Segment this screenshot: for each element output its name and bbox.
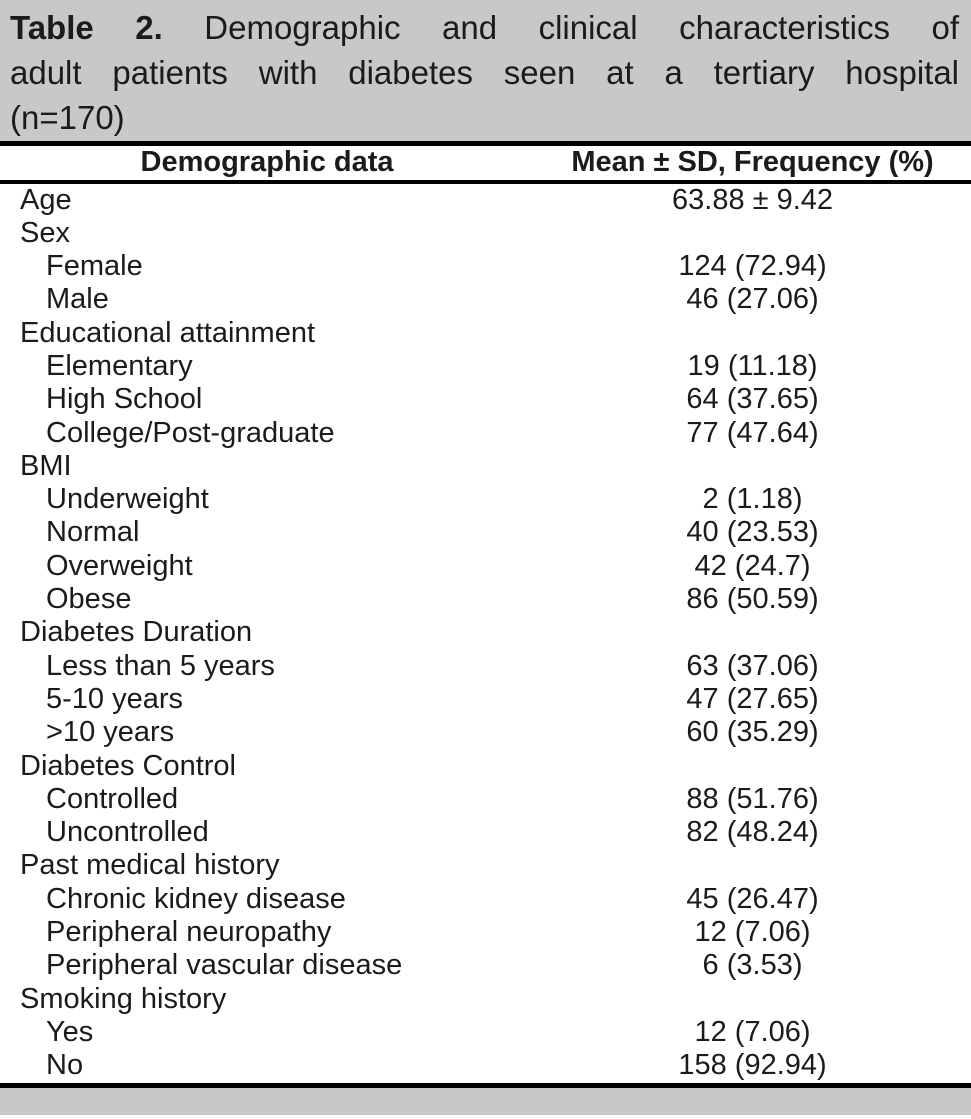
row-label-sub: High School: [46, 383, 203, 416]
caption-table-number: Table 2.: [10, 9, 163, 46]
row-label-category: Age: [20, 183, 72, 216]
row-label-sub: No: [46, 1049, 84, 1082]
table-row: Age 63.88 ± 9.42: [0, 182, 971, 217]
row-label-sub: Normal: [46, 516, 140, 549]
row-label-sub: Obese: [46, 583, 132, 616]
row-value: 2 (1.18): [702, 483, 803, 516]
bottom-gray-band: [0, 1087, 971, 1115]
table-row: College/Post-graduate 77 (47.64): [0, 417, 971, 450]
row-value: 63.88 ± 9.42: [672, 183, 834, 216]
row-label-sub: Controlled: [46, 782, 179, 815]
row-label-sub: Peripheral neuropathy: [46, 916, 332, 949]
row-label-sub: Male: [46, 283, 109, 316]
table-caption: Table 2. Demographic and clinical charac…: [0, 0, 971, 141]
table-row: 5-10 years 47 (27.65): [0, 683, 971, 716]
row-label-sub: Female: [46, 250, 143, 283]
row-value: 158 (92.94): [678, 1049, 827, 1082]
caption-line-2: adult patients with diabetes seen at a t…: [10, 54, 959, 91]
row-value: 63 (37.06): [686, 649, 819, 682]
table-row: Elementary 19 (11.18): [0, 350, 971, 383]
row-value: 88 (51.76): [686, 782, 819, 815]
row-value: 64 (37.65): [686, 383, 819, 416]
table-row: Uncontrolled 82 (48.24): [0, 816, 971, 849]
demographics-table: Demographic data Mean ± SD, Frequency (%…: [0, 141, 971, 1088]
row-value: [534, 983, 971, 1016]
row-value: 86 (50.59): [686, 583, 819, 616]
row-label-sub: Overweight: [46, 549, 193, 582]
table-body: Age 63.88 ± 9.42 Sex Female 124 (72.94) Male 4…: [0, 182, 971, 1086]
table-header: Demographic data Mean ± SD, Frequency (%…: [0, 143, 971, 184]
table-row: Chronic kidney disease 45 (26.47): [0, 883, 971, 916]
table-row: Peripheral vascular disease 6 (3.53): [0, 949, 971, 982]
row-value: 40 (23.53): [686, 516, 819, 549]
row-value: 42 (24.7): [694, 549, 811, 582]
row-value: 77 (47.64): [686, 416, 819, 449]
row-value: [534, 849, 971, 882]
row-value: 12 (7.06): [694, 1015, 811, 1048]
table-row: Underweight 2 (1.18): [0, 483, 971, 516]
table-row: Educational attainment: [0, 317, 971, 350]
row-label-category: Sex: [20, 216, 70, 249]
caption-line-1: Table 2. Demographic and clinical charac…: [10, 5, 959, 50]
row-label-category: Diabetes Duration: [20, 616, 253, 649]
row-label-sub: Uncontrolled: [46, 816, 209, 849]
table-row: Peripheral neuropathy 12 (7.06): [0, 916, 971, 949]
column-header-demographic-data: Demographic data: [0, 143, 535, 184]
row-label-sub: Elementary: [46, 349, 193, 382]
table-row: Sex: [0, 217, 971, 250]
row-value: 12 (7.06): [694, 916, 811, 949]
caption-line-3: (n=170): [10, 99, 125, 136]
row-value: [534, 450, 971, 483]
row-value: 82 (48.24): [686, 816, 819, 849]
table-row: BMI: [0, 450, 971, 483]
row-value: [534, 750, 971, 783]
table-row: Controlled 88 (51.76): [0, 783, 971, 816]
table-row: Normal 40 (23.53): [0, 516, 971, 549]
row-value: [534, 616, 971, 649]
row-label-sub: >10 years: [46, 716, 175, 749]
row-label-sub: Peripheral vascular disease: [46, 949, 403, 982]
row-label-sub: Chronic kidney disease: [46, 882, 346, 915]
row-value: [534, 217, 971, 250]
row-label-category: Past medical history: [20, 849, 280, 882]
row-label-category: Educational attainment: [20, 316, 316, 349]
row-label-sub: Underweight: [46, 483, 209, 516]
row-value: 47 (27.65): [686, 682, 819, 715]
row-label-sub: College/Post-graduate: [46, 416, 335, 449]
row-value: 46 (27.06): [686, 283, 819, 316]
row-label-sub: Yes: [46, 1015, 94, 1048]
row-value: [534, 317, 971, 350]
row-label-sub: Less than 5 years: [46, 649, 275, 682]
table-row: Diabetes Duration: [0, 616, 971, 649]
row-label-category: BMI: [20, 449, 72, 482]
column-header-mean-sd-frequency: Mean ± SD, Frequency (%): [534, 143, 971, 184]
row-label-category: Smoking history: [20, 982, 227, 1015]
table-row: No 158 (92.94): [0, 1049, 971, 1085]
table-row: Yes 12 (7.06): [0, 1016, 971, 1049]
row-label-sub: 5-10 years: [46, 682, 184, 715]
table-row: Female 124 (72.94): [0, 250, 971, 283]
table-row: Past medical history: [0, 849, 971, 882]
table-row: Less than 5 years 63 (37.06): [0, 650, 971, 683]
table-row: Overweight 42 (24.7): [0, 550, 971, 583]
caption-line-1-text: Demographic and clinical characteristics…: [204, 9, 960, 46]
table-row: >10 years 60 (35.29): [0, 716, 971, 749]
row-label-category: Diabetes Control: [20, 749, 236, 782]
row-value: 60 (35.29): [686, 716, 819, 749]
row-value: 6 (3.53): [702, 949, 803, 982]
row-value: 45 (26.47): [686, 882, 819, 915]
row-value: 19 (11.18): [687, 349, 818, 382]
table-row: Male 46 (27.06): [0, 283, 971, 316]
row-value: 124 (72.94): [678, 250, 827, 283]
table-row: Obese 86 (50.59): [0, 583, 971, 616]
table-row: Smoking history: [0, 983, 971, 1016]
table-row: Diabetes Control: [0, 750, 971, 783]
header-row: Demographic data Mean ± SD, Frequency (%…: [0, 143, 971, 184]
table-row: High School 64 (37.65): [0, 383, 971, 416]
